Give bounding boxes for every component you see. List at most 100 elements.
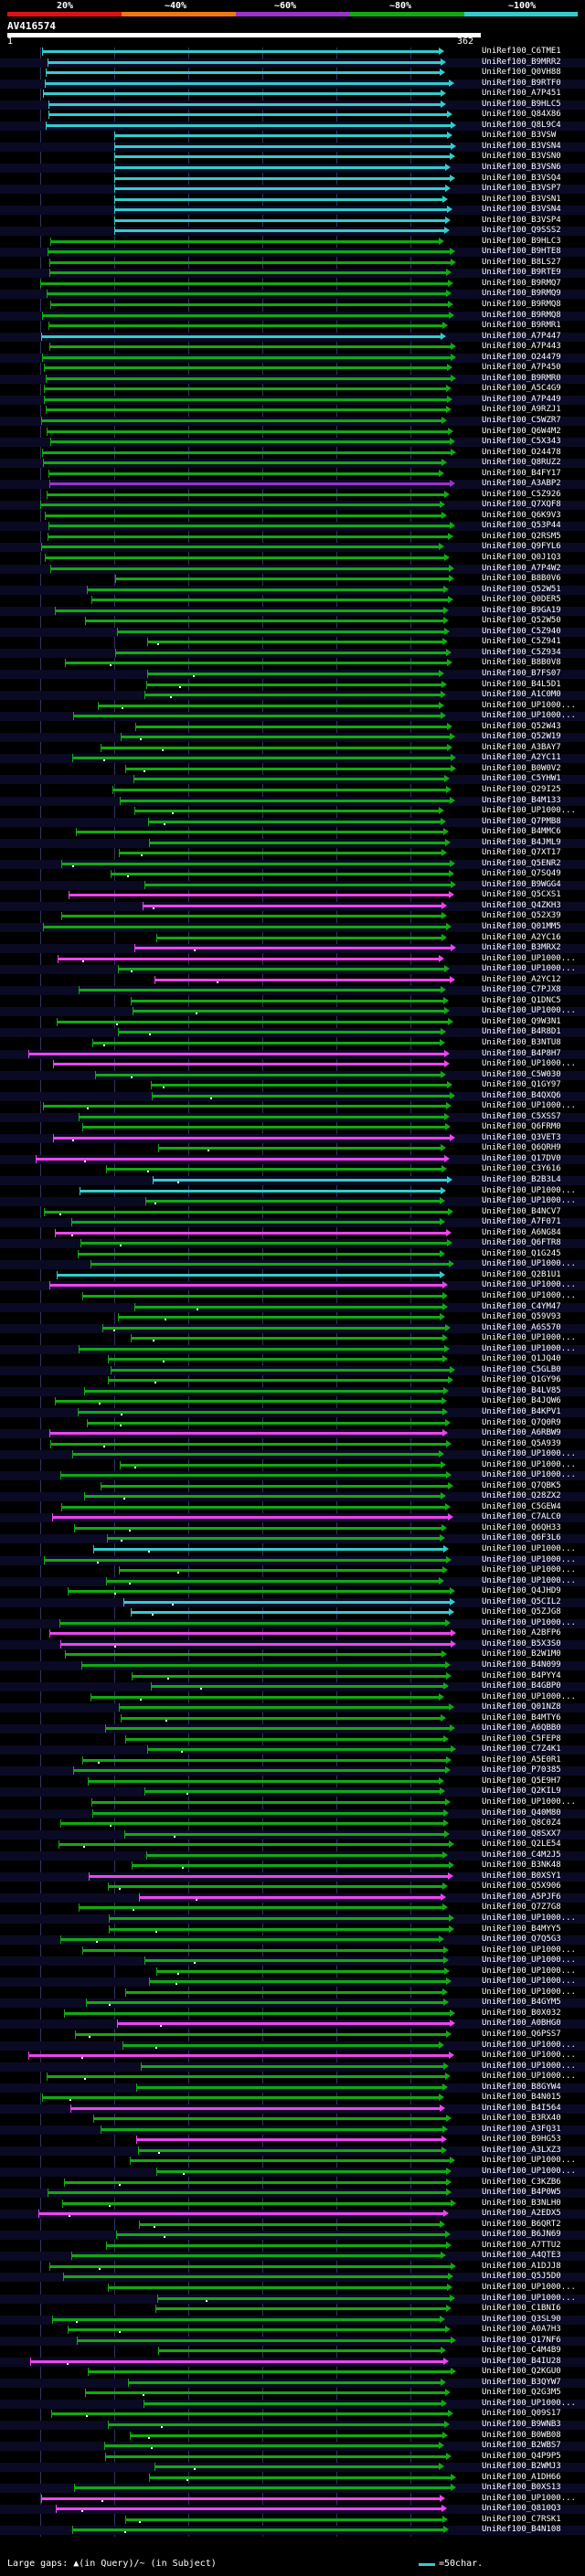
hit-alignment-bar[interactable] — [98, 701, 444, 709]
hit-row[interactable]: UniRef100_Q8SXX7 — [0, 1829, 585, 1839]
hit-label-link[interactable]: UniRef100_B9WGG4 — [482, 879, 561, 889]
hit-row[interactable]: UniRef100_Q01MM5 — [0, 922, 585, 933]
hit-label-link[interactable]: UniRef100_UP1000... — [482, 1691, 576, 1701]
hit-label-link[interactable]: UniRef100_Q2B1U1 — [482, 1269, 561, 1279]
hit-label-link[interactable]: UniRef100_C5X343 — [482, 437, 561, 447]
hit-label-link[interactable]: UniRef100_Q6FTR8 — [482, 1238, 561, 1248]
hit-label-link[interactable]: UniRef100_Q52W19 — [482, 732, 561, 742]
hit-row[interactable]: UniRef100_B0XS13 — [0, 2483, 585, 2494]
hit-alignment-bar[interactable] — [68, 2326, 451, 2334]
hit-row[interactable]: UniRef100_B9RTE9 — [0, 268, 585, 279]
hit-alignment-bar[interactable] — [119, 1703, 454, 1712]
hit-label-link[interactable]: UniRef100_B3MRX2 — [482, 943, 561, 953]
hit-label-link[interactable]: UniRef100_B9HLC3 — [482, 236, 561, 246]
hit-alignment-bar[interactable] — [131, 996, 449, 1004]
hit-row[interactable]: UniRef100_Q5ZJG8 — [0, 1607, 585, 1617]
hit-label-link[interactable]: UniRef100_A0A7H3 — [482, 2325, 561, 2335]
hit-label-link[interactable]: UniRef100_UP1000... — [482, 1966, 576, 1976]
hit-row[interactable]: UniRef100_Q2B1U1 — [0, 1269, 585, 1280]
hit-alignment-bar[interactable] — [108, 2283, 452, 2291]
hit-label-link[interactable]: UniRef100_UP1000... — [482, 1449, 576, 1459]
hit-label-link[interactable]: UniRef100_Q4JHD9 — [482, 1586, 561, 1596]
hit-label-link[interactable]: UniRef100_UP1000... — [482, 1470, 576, 1480]
hit-label-link[interactable]: UniRef100_UP1000... — [482, 2398, 576, 2408]
hit-label-link[interactable]: UniRef100_B6JN69 — [482, 2230, 561, 2240]
hit-row[interactable]: UniRef100_Q17NF6 — [0, 2336, 585, 2346]
hit-label-link[interactable]: UniRef100_Q52X39 — [482, 911, 561, 921]
hit-row[interactable]: UniRef100_B4LV85 — [0, 1386, 585, 1396]
hit-alignment-bar[interactable] — [114, 132, 452, 140]
hit-row[interactable]: UniRef100_Q52W51 — [0, 585, 585, 595]
hit-row[interactable]: UniRef100_UP1000... — [0, 1470, 585, 1481]
hit-row[interactable]: UniRef100_UP1000... — [0, 2156, 585, 2166]
hit-alignment-bar[interactable] — [114, 185, 451, 193]
hit-alignment-bar[interactable] — [55, 606, 449, 614]
hit-label-link[interactable]: UniRef100_Q5CXS1 — [482, 890, 561, 900]
hit-label-link[interactable]: UniRef100_Q7QBK5 — [482, 1480, 561, 1490]
hit-alignment-bar[interactable] — [111, 1365, 455, 1373]
hit-row[interactable]: UniRef100_B3VSN0 — [0, 152, 585, 162]
hit-alignment-bar[interactable] — [128, 2378, 446, 2386]
hit-alignment-bar[interactable] — [84, 1386, 449, 1394]
hit-alignment-bar[interactable] — [49, 2262, 456, 2270]
hit-label-link[interactable]: UniRef100_UP1000... — [482, 1977, 576, 1987]
hit-alignment-bar[interactable] — [69, 891, 454, 899]
hit-alignment-bar[interactable] — [125, 1734, 449, 1743]
hit-label-link[interactable]: UniRef100_B3VSN0 — [482, 152, 561, 162]
hit-row[interactable]: UniRef100_UP1000... — [0, 1460, 585, 1470]
hit-label-link[interactable]: UniRef100_Q28ZX2 — [482, 1491, 561, 1501]
hit-alignment-bar[interactable] — [90, 1260, 454, 1268]
hit-row[interactable]: UniRef100_Q1DNC5 — [0, 996, 585, 1006]
hit-alignment-bar[interactable] — [153, 1176, 452, 1184]
hit-row[interactable]: UniRef100_B0W0V2 — [0, 764, 585, 774]
hit-alignment-bar[interactable] — [56, 2505, 447, 2513]
hit-alignment-bar[interactable] — [149, 1977, 452, 1986]
hit-row[interactable]: UniRef100_UP1000... — [0, 1544, 585, 1554]
hit-alignment-bar[interactable] — [117, 627, 450, 635]
hit-row[interactable]: UniRef100_B8GYW4 — [0, 2083, 585, 2093]
hit-label-link[interactable]: UniRef100_UP1000... — [482, 2293, 576, 2303]
hit-alignment-bar[interactable] — [80, 1239, 452, 1247]
hit-row[interactable]: UniRef100_UP1000... — [0, 1101, 585, 1111]
hit-row[interactable]: UniRef100_Q1GY97 — [0, 1080, 585, 1090]
hit-alignment-bar[interactable] — [115, 575, 454, 583]
hit-label-link[interactable]: UniRef100_Q29I25 — [482, 784, 561, 794]
hit-label-link[interactable]: UniRef100_B3NLH0 — [482, 2198, 561, 2208]
hit-label-link[interactable]: UniRef100_Q5CIL2 — [482, 1596, 561, 1606]
hit-alignment-bar[interactable] — [93, 2115, 452, 2123]
hit-alignment-bar[interactable] — [90, 1692, 444, 1701]
hit-row[interactable]: UniRef100_C5Z941 — [0, 637, 585, 647]
hit-label-link[interactable]: UniRef100_Q6PSS7 — [482, 2029, 561, 2039]
hit-label-link[interactable]: UniRef100_C5GLB0 — [482, 1364, 561, 1374]
hit-row[interactable]: UniRef100_Q5J5D0 — [0, 2272, 585, 2283]
hit-alignment-bar[interactable] — [136, 2083, 448, 2091]
hit-row[interactable]: UniRef100_UP1000... — [0, 2041, 585, 2051]
hit-alignment-bar[interactable] — [114, 174, 455, 182]
hit-alignment-bar[interactable] — [61, 1502, 451, 1511]
hit-alignment-bar[interactable] — [114, 227, 450, 235]
hit-alignment-bar[interactable] — [144, 1787, 445, 1796]
hit-label-link[interactable]: UniRef100_UP1000... — [482, 1259, 576, 1269]
hit-row[interactable]: UniRef100_UP1000... — [0, 1797, 585, 1807]
hit-label-link[interactable]: UniRef100_Q7XT17 — [482, 848, 561, 858]
hit-row[interactable]: UniRef100_B4P0W5 — [0, 2188, 585, 2199]
hit-row[interactable]: UniRef100_UP1000... — [0, 1988, 585, 1998]
hit-label-link[interactable]: UniRef100_UP1000... — [482, 1006, 576, 1016]
hit-row[interactable]: UniRef100_B3QYW7 — [0, 2378, 585, 2388]
hit-alignment-bar[interactable] — [130, 2157, 455, 2165]
hit-label-link[interactable]: UniRef100_Q1GY97 — [482, 1080, 561, 1090]
hit-row[interactable]: UniRef100_A7TTU2 — [0, 2241, 585, 2251]
hit-row[interactable]: UniRef100_C3KZB6 — [0, 2178, 585, 2188]
hit-label-link[interactable]: UniRef100_Q7PMB8 — [482, 816, 561, 826]
hit-row[interactable]: UniRef100_Q7QBK5 — [0, 1480, 585, 1491]
hit-label-link[interactable]: UniRef100_UP1000... — [482, 2493, 576, 2503]
hit-alignment-bar[interactable] — [109, 1914, 454, 1922]
hit-alignment-bar[interactable] — [41, 543, 444, 551]
hit-row[interactable]: UniRef100_Q52W43 — [0, 722, 585, 732]
hit-label-link[interactable]: UniRef100_A9RZJ1 — [482, 405, 561, 415]
hit-alignment-bar[interactable] — [104, 2442, 444, 2450]
hit-row[interactable]: UniRef100_B0WB08 — [0, 2431, 585, 2441]
hit-label-link[interactable]: UniRef100_Q9SSS2 — [482, 226, 561, 236]
hit-alignment-bar[interactable] — [43, 459, 447, 467]
hit-label-link[interactable]: UniRef100_C5FEP8 — [482, 1733, 561, 1744]
